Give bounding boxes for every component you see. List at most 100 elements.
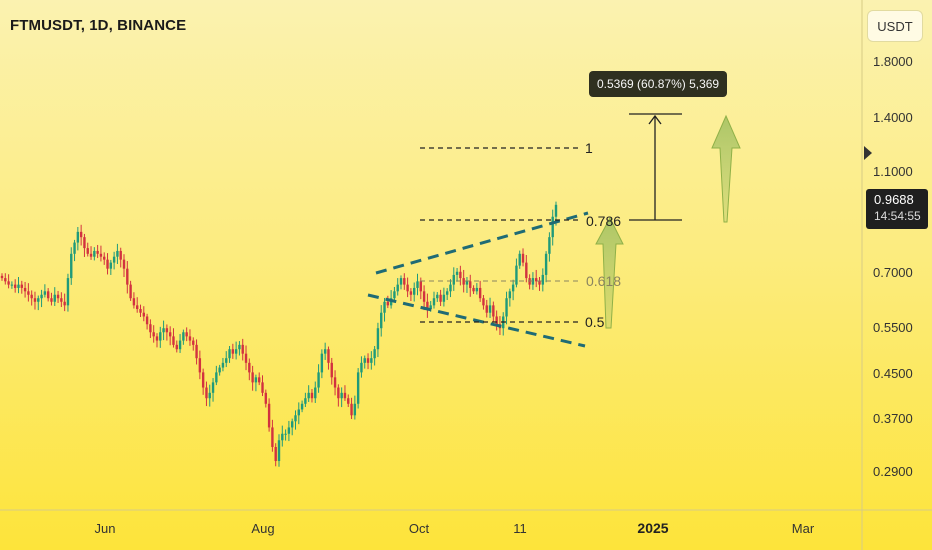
candle[interactable] xyxy=(99,253,103,257)
candle[interactable] xyxy=(396,284,399,292)
candle[interactable] xyxy=(347,398,350,404)
candle[interactable] xyxy=(208,392,211,399)
candle[interactable] xyxy=(380,312,383,329)
candle[interactable] xyxy=(182,332,185,341)
candle[interactable] xyxy=(244,353,248,363)
candle[interactable] xyxy=(211,382,215,393)
candle[interactable] xyxy=(505,298,508,317)
candle[interactable] xyxy=(544,253,548,275)
candle[interactable] xyxy=(231,349,235,354)
candle[interactable] xyxy=(33,298,37,302)
candle[interactable] xyxy=(340,392,343,399)
candle[interactable] xyxy=(455,271,459,275)
candle[interactable] xyxy=(416,281,419,288)
candle[interactable] xyxy=(307,392,310,399)
candle[interactable] xyxy=(465,281,469,285)
candle[interactable] xyxy=(403,278,406,285)
up-arrow-large[interactable] xyxy=(711,114,741,223)
candle[interactable] xyxy=(66,278,70,306)
candle[interactable] xyxy=(198,358,202,373)
candle[interactable] xyxy=(482,298,485,306)
candle[interactable] xyxy=(86,248,89,254)
candle[interactable] xyxy=(525,262,528,279)
candle[interactable] xyxy=(37,298,40,302)
candle[interactable] xyxy=(386,301,390,306)
candle[interactable] xyxy=(277,440,281,462)
candle[interactable] xyxy=(7,281,10,285)
candle[interactable] xyxy=(287,427,291,434)
candle[interactable] xyxy=(294,415,297,422)
candle[interactable] xyxy=(281,433,284,441)
candle[interactable] xyxy=(284,433,287,435)
candle[interactable] xyxy=(251,372,254,383)
candle[interactable] xyxy=(50,298,53,302)
candle[interactable] xyxy=(406,284,409,292)
candle[interactable] xyxy=(343,392,347,399)
candle[interactable] xyxy=(10,284,14,286)
candle[interactable] xyxy=(145,316,149,325)
candle[interactable] xyxy=(60,298,63,302)
candle[interactable] xyxy=(409,291,413,295)
candle[interactable] xyxy=(73,242,76,254)
candle[interactable] xyxy=(452,274,455,285)
candle[interactable] xyxy=(79,231,83,238)
candle[interactable] xyxy=(76,231,80,243)
candle[interactable] xyxy=(485,305,488,313)
candle[interactable] xyxy=(515,265,518,285)
candle[interactable] xyxy=(310,392,314,399)
candle[interactable] xyxy=(445,291,449,295)
candle[interactable] xyxy=(337,387,340,399)
candle[interactable] xyxy=(4,278,7,282)
candle[interactable] xyxy=(165,328,169,333)
candle[interactable] xyxy=(159,332,162,341)
candle[interactable] xyxy=(43,291,47,295)
candle[interactable] xyxy=(333,377,337,388)
candle[interactable] xyxy=(195,344,198,359)
candle[interactable] xyxy=(228,349,231,359)
time-axis[interactable]: Jun Aug Oct 11 2025 Mar xyxy=(0,509,932,536)
candle[interactable] xyxy=(475,287,479,292)
candle[interactable] xyxy=(109,262,113,269)
candle[interactable] xyxy=(436,294,439,299)
candle[interactable] xyxy=(96,250,99,254)
candle[interactable] xyxy=(413,287,416,295)
candle[interactable] xyxy=(300,403,304,410)
candle[interactable] xyxy=(488,305,492,313)
candle[interactable] xyxy=(350,403,353,416)
candle[interactable] xyxy=(132,298,136,306)
candle[interactable] xyxy=(267,403,271,428)
currency-button[interactable]: USDT xyxy=(867,10,923,42)
candle[interactable] xyxy=(422,291,426,302)
candle[interactable] xyxy=(238,344,241,350)
candle[interactable] xyxy=(129,284,132,299)
candle[interactable] xyxy=(254,377,258,383)
channel-upper-line[interactable] xyxy=(375,211,589,275)
candle[interactable] xyxy=(274,446,277,462)
candle[interactable] xyxy=(373,349,376,359)
candle[interactable] xyxy=(83,237,86,249)
candle[interactable] xyxy=(554,204,558,217)
candle[interactable] xyxy=(439,294,442,302)
candle[interactable] xyxy=(221,362,225,368)
candle[interactable] xyxy=(393,291,396,299)
candle[interactable] xyxy=(175,344,178,350)
candle[interactable] xyxy=(376,328,380,350)
candle[interactable] xyxy=(30,294,33,299)
candle[interactable] xyxy=(492,305,495,317)
candle[interactable] xyxy=(20,284,23,288)
candle[interactable] xyxy=(218,367,221,373)
candle[interactable] xyxy=(17,284,20,288)
candle[interactable] xyxy=(56,294,60,299)
candle[interactable] xyxy=(215,372,218,383)
candle[interactable] xyxy=(225,358,228,363)
candle[interactable] xyxy=(290,421,294,428)
candle[interactable] xyxy=(538,281,541,285)
candle[interactable] xyxy=(366,358,370,363)
candle[interactable] xyxy=(155,336,159,341)
candle[interactable] xyxy=(136,305,139,310)
candle[interactable] xyxy=(304,398,307,404)
candle[interactable] xyxy=(264,392,268,404)
candle[interactable] xyxy=(112,256,116,263)
candle[interactable] xyxy=(119,250,122,260)
